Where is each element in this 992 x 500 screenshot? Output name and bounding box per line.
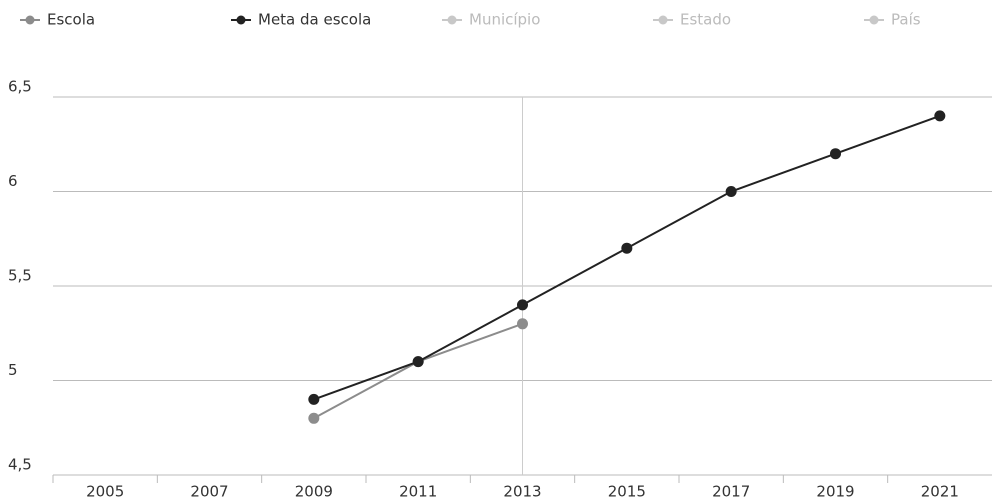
legend-label: Escola (47, 11, 95, 29)
y-tick-label: 6 (8, 172, 18, 190)
x-tick-label: 2011 (399, 483, 437, 500)
legend-symbol (447, 15, 457, 25)
legend-symbol (869, 15, 879, 25)
point (412, 356, 424, 368)
y-tick-label: 5 (8, 361, 18, 379)
legend-symbol (658, 15, 668, 25)
legend-symbol (236, 15, 246, 25)
legend-symbol (25, 15, 35, 25)
point (308, 393, 320, 405)
x-tick-label: 2015 (608, 483, 646, 500)
y-tick-label: 5,5 (8, 267, 32, 285)
y-tick-label: 6,5 (8, 78, 32, 96)
legend-label: Meta da escola (258, 11, 371, 29)
y-tick-label: 4,5 (8, 456, 32, 474)
series-line (313, 114, 941, 401)
x-tick-label: 2013 (503, 483, 541, 500)
legend-label: País (891, 11, 921, 29)
point (517, 318, 528, 330)
point (934, 110, 946, 122)
x-tick-label: 2019 (816, 483, 854, 500)
legend-label: Município (469, 11, 540, 29)
x-tick-label: 2005 (86, 483, 124, 500)
point (830, 148, 841, 160)
x-tick-label: 2021 (921, 483, 959, 500)
point (517, 299, 528, 311)
point (308, 412, 320, 424)
x-tick-label: 2007 (190, 483, 228, 500)
point (621, 242, 633, 254)
point (725, 186, 737, 197)
x-tick-label: 2009 (295, 483, 333, 500)
x-tick-label: 2017 (712, 483, 750, 500)
legend-label: Estado (680, 11, 731, 29)
series-line (313, 322, 523, 420)
